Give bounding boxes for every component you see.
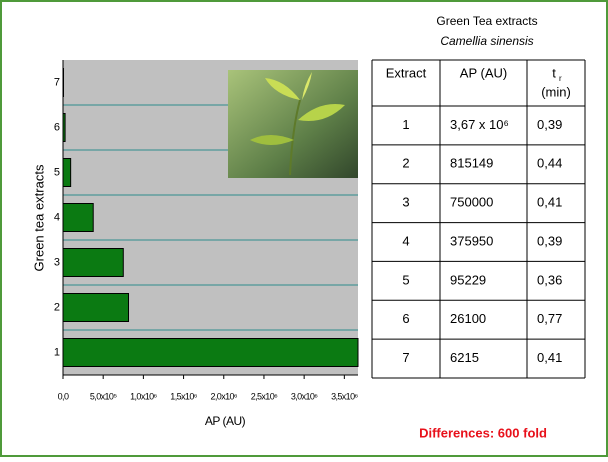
y-tick-label: 1	[54, 346, 60, 358]
table-cell: 2	[402, 156, 409, 171]
note: Differences: 600 fold	[419, 425, 547, 440]
y-tick-label: 2	[54, 301, 60, 313]
table-cell: 0,39	[537, 117, 562, 132]
x-tick-label: 2,0x10⁶	[210, 391, 237, 401]
bar	[63, 249, 123, 277]
x-tick-label: 0,0	[58, 391, 69, 401]
table-cell: 5	[402, 272, 409, 287]
bar	[63, 294, 129, 322]
bar	[63, 339, 358, 367]
table-cell: 750000	[450, 195, 493, 210]
table-cell: 26100	[450, 311, 486, 326]
table-subtitle: Camellia sinensis	[440, 34, 533, 48]
y-tick-label: 6	[54, 121, 60, 133]
x-tick-label: 1,5x10⁶	[170, 391, 197, 401]
table-cell: 375950	[450, 233, 493, 248]
y-axis-label: Green tea extracts	[31, 164, 46, 271]
tea-image	[228, 70, 358, 178]
table-header: Extract	[386, 65, 427, 80]
table-cell: 4	[402, 233, 409, 248]
table-cell: 0,39	[537, 233, 562, 248]
y-tick-label: 4	[54, 211, 60, 223]
bar	[63, 159, 71, 187]
table-header: (min)	[541, 84, 571, 99]
x-tick-label: 2,5x10⁶	[251, 391, 278, 401]
table-cell: 815149	[450, 156, 493, 171]
table-cell: 3	[402, 195, 409, 210]
table-cell: 0,77	[537, 311, 562, 326]
x-tick-label: 5,0x10⁵	[90, 391, 117, 401]
x-tick-label: 3,0x10⁶	[291, 391, 318, 401]
y-tick-label: 3	[54, 256, 60, 268]
table-cell: 0,41	[537, 350, 562, 365]
table-cell: 6	[402, 311, 409, 326]
table-cell: 1	[402, 117, 409, 132]
table-header: t	[552, 65, 556, 80]
table-cell: 0,36	[537, 272, 562, 287]
table-header-sub: r	[559, 74, 562, 83]
y-tick-label: 7	[54, 76, 60, 88]
table-header: AP (AU)	[460, 65, 507, 80]
table-cell: 3,67 x 10⁶	[450, 117, 509, 132]
bar	[63, 204, 93, 232]
table-cell: 7	[402, 350, 409, 365]
table-title: Green Tea extracts	[436, 14, 537, 28]
table-cell: 0,41	[537, 195, 562, 210]
slide: AP (AU) Green tea extracts Green Tea ext…	[0, 0, 608, 457]
x-tick-label: 3,5x10⁶	[331, 391, 358, 401]
table-cell: 6215	[450, 350, 479, 365]
table-cell: 0,44	[537, 156, 562, 171]
table-cell: 95229	[450, 272, 486, 287]
x-axis-label: AP (AU)	[205, 414, 246, 428]
y-tick-label: 5	[54, 166, 60, 178]
x-tick-label: 1,0x10⁶	[130, 391, 157, 401]
